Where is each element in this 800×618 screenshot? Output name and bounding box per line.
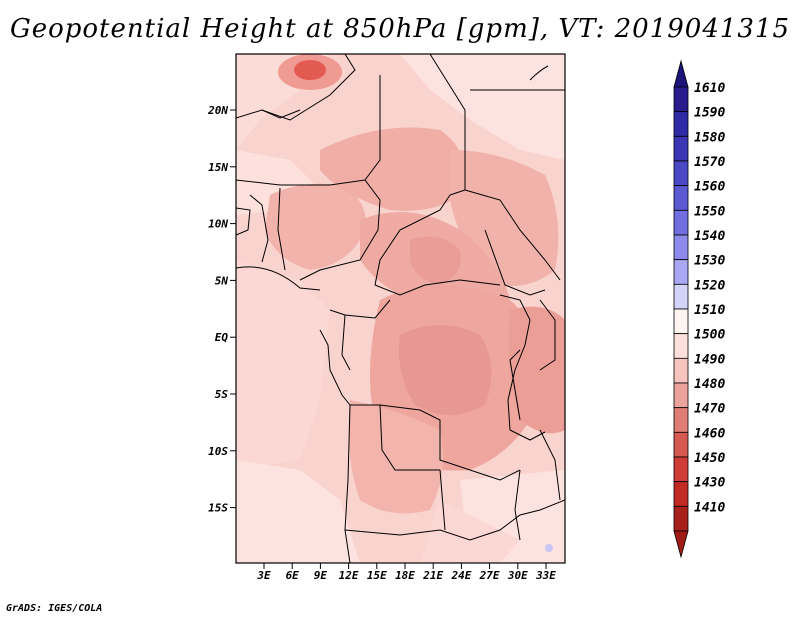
chart-title: Geopotential Height at 850hPa [gpm], VT:… (9, 14, 791, 44)
colorbar-swatch (673, 333, 689, 359)
colorbar-label: 1430 (694, 476, 725, 491)
colorbar-label: 1540 (694, 229, 725, 244)
lat-tick-label: 15N (208, 161, 228, 174)
lat-tick-label: 20N (207, 104, 228, 117)
colorbar-label: 1550 (694, 204, 725, 219)
lat-tick-label: 15S (208, 502, 228, 515)
colorbar-label: 1580 (694, 130, 725, 145)
lon-tick-label: 24E (450, 569, 471, 582)
lat-tick-label: 5S (215, 388, 229, 401)
colorbar-swatch (673, 283, 689, 310)
colorbar-swatch (673, 185, 689, 211)
colorbar-swatch (673, 111, 689, 137)
colorbar-label: 1450 (694, 451, 725, 466)
colorbar-swatch (673, 209, 689, 236)
colorbar-label: 1530 (694, 254, 725, 269)
lon-tick-label: 12E (339, 569, 359, 582)
lat-tick-label: EQ (215, 331, 229, 344)
colorbar-swatch (673, 135, 689, 162)
lon-tick-label: 27E (479, 569, 500, 582)
colorbar-label: 1500 (694, 328, 725, 343)
lat-tick-label: 10N (208, 218, 228, 231)
colorbar-swatch (673, 431, 689, 458)
lat-tick-label: 10S (208, 445, 228, 458)
lon-tick-label: 6E (286, 569, 300, 582)
colorbar-label: 1410 (694, 500, 725, 515)
colorbar-swatch (673, 382, 689, 409)
colorbar-label: 1480 (694, 377, 725, 392)
lon-tick-label: 3E (256, 569, 271, 582)
colorbar-swatch (673, 86, 689, 113)
lat-tick-label: 5N (215, 274, 229, 287)
lon-tick-label: 15E (367, 569, 387, 582)
lon-tick-label: 33E (535, 569, 556, 582)
colorbar-label: 1470 (694, 402, 725, 417)
colorbar-label: 1590 (694, 106, 725, 121)
colorbar-label: 1510 (694, 303, 725, 318)
colorbar-label: 1520 (694, 278, 725, 293)
colorbar-swatch (673, 259, 689, 285)
longitude-axis: 3E 6E 9E 12E 15E 18E 21E 24E 27E 30E 33E (256, 563, 556, 582)
lon-tick-label: 18E (395, 569, 415, 582)
colorbar-swatch (673, 357, 689, 384)
colorbar-legend: 1610 1590 1580 1570 1560 1550 1540 1530 1520 1510… (673, 59, 725, 559)
colorbar-label: 1560 (694, 180, 725, 195)
colorbar-swatch (673, 160, 689, 187)
lon-tick-label: 30E (507, 569, 528, 582)
colorbar-swatch (673, 456, 689, 483)
colorbar-swatch (673, 505, 689, 532)
colorbar-swatch (673, 481, 689, 507)
colorbar-top-arrow (673, 59, 689, 88)
map-frame (235, 53, 566, 564)
colorbar-swatch (673, 407, 689, 433)
colorbar-label: 1610 (694, 81, 725, 96)
lon-tick-label: 9E (314, 569, 328, 582)
colorbar-label: 1460 (694, 426, 725, 441)
lon-tick-label: 21E (422, 569, 443, 582)
colorbar-swatch (673, 308, 689, 335)
grads-credit: GrADS: IGES/COLA (6, 603, 103, 614)
height-field (236, 54, 565, 563)
colorbar-label: 1570 (694, 155, 725, 170)
colorbar-bottom-arrow (673, 530, 689, 559)
country-borders (236, 54, 565, 563)
colorbar-label: 1490 (694, 352, 725, 367)
colorbar-swatch (673, 234, 689, 261)
latitude-axis: 20N 15N 10N 5N EQ 5S 10S 15S (207, 104, 236, 515)
